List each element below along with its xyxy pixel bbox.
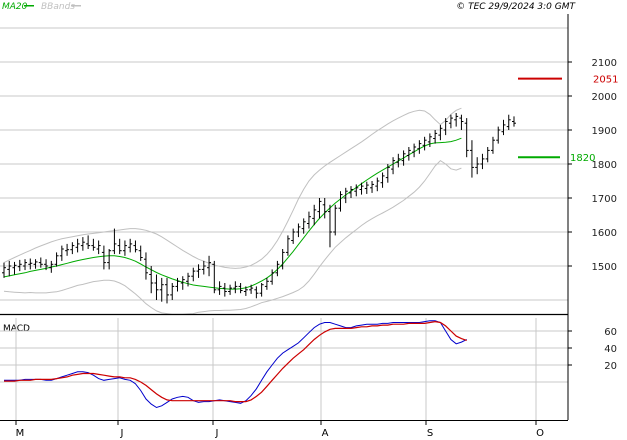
- copyright-text: © TEC 29/9/2024 3:0 GMT: [456, 2, 576, 12]
- price-tick-label: 1900: [592, 126, 617, 137]
- price-tick-label: 1800: [592, 160, 617, 171]
- x-month-label: M: [16, 428, 25, 439]
- macd-lines: [4, 320, 467, 409]
- x-month-label: J: [120, 428, 124, 439]
- macd-tick-label: 20: [604, 361, 617, 372]
- price-levels: 2051 1820: [518, 75, 618, 164]
- macd-y-axis: 60 40 20: [568, 327, 617, 372]
- price-tick-label: 1700: [592, 194, 617, 205]
- level-label-2051: 2051: [593, 75, 618, 86]
- ma20-legend: MA20: [2, 2, 28, 12]
- bbands-legend: BBands: [41, 2, 75, 12]
- bband-upper-line: [3, 107, 462, 269]
- x-month-label: S: [427, 428, 433, 439]
- price-tick-label: 1600: [592, 228, 617, 239]
- x-month-label: A: [322, 428, 329, 439]
- x-month-label: J: [215, 428, 219, 439]
- price-tick-label: 2000: [592, 92, 617, 103]
- macd-title: MACD: [3, 324, 30, 334]
- price-grid: [0, 27, 568, 301]
- signal-line: [4, 320, 467, 403]
- bbands-swatch: [71, 5, 81, 7]
- bollinger-bands: [3, 107, 462, 315]
- price-panel: 2051 1820 2100 2000 1900 1800 1700 1600 1500: [0, 27, 618, 315]
- macd-tick-label: 40: [604, 344, 617, 355]
- macd-tick-label: 60: [604, 327, 617, 338]
- x-month-label: O: [536, 428, 544, 439]
- macd-panel: MACD 60 40 20: [0, 318, 617, 420]
- macd-grid: [0, 318, 568, 420]
- ma20-line: [3, 137, 462, 290]
- price-y-axis: 2100 2000 1900 1800 1700 1600 1500: [568, 58, 617, 273]
- macd-line: [4, 320, 467, 409]
- bband-lower-line: [3, 159, 462, 315]
- price-tick-label: 1500: [592, 262, 617, 273]
- ma20-swatch: [24, 5, 34, 7]
- ma20-polyline: [3, 137, 462, 290]
- level-label-1820: 1820: [570, 153, 595, 164]
- price-bars: [2, 113, 516, 304]
- price-tick-label: 2100: [592, 58, 617, 69]
